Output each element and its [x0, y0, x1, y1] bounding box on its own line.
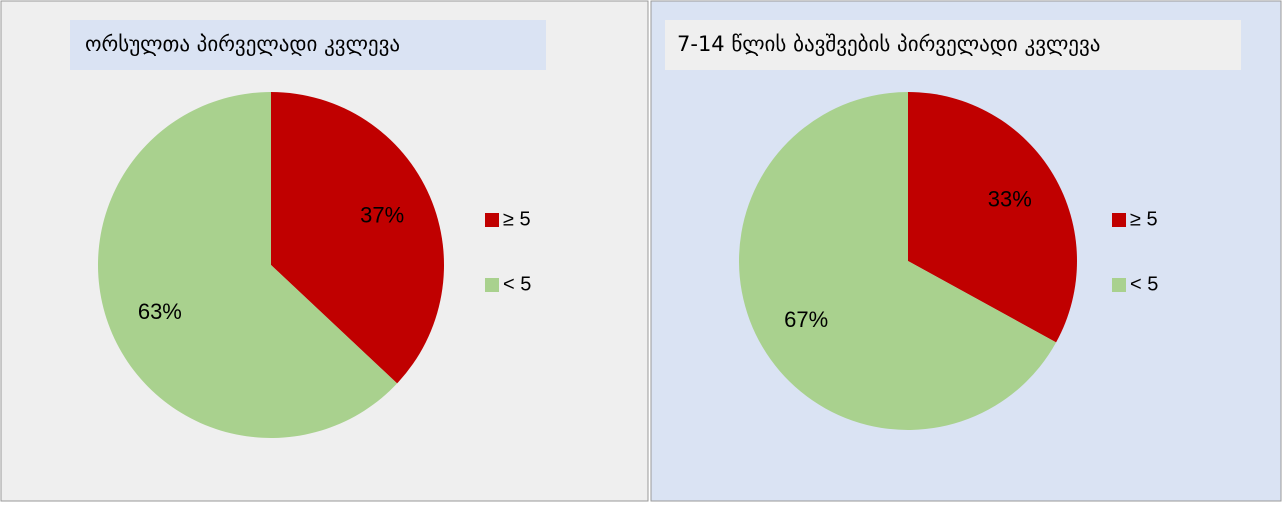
pie-slice — [738, 92, 1057, 431]
chart-title: ორსულთა პირველადი კვლევა — [85, 32, 400, 56]
legend-label: < 5 — [1130, 273, 1158, 295]
legend-swatch — [1112, 213, 1126, 227]
pie-slice — [271, 92, 444, 384]
legend-label: < 5 — [503, 273, 531, 295]
data-label: 33% — [988, 187, 1032, 212]
chart-title: 7-14 წლის ბავშვების პირველადი კვლევა — [677, 32, 1100, 56]
legend-label: ≥ 5 — [503, 208, 531, 230]
data-label: 67% — [784, 307, 828, 332]
data-label: 63% — [138, 299, 182, 324]
legend-swatch — [1112, 278, 1126, 292]
pie-slice — [97, 92, 398, 439]
data-label: 37% — [360, 203, 404, 228]
legend-swatch — [485, 213, 499, 227]
title-box — [70, 20, 546, 70]
legend-label: ≥ 5 — [1130, 208, 1158, 230]
title-box — [665, 20, 1241, 70]
legend-swatch — [485, 278, 499, 292]
pie-slice — [908, 92, 1077, 343]
